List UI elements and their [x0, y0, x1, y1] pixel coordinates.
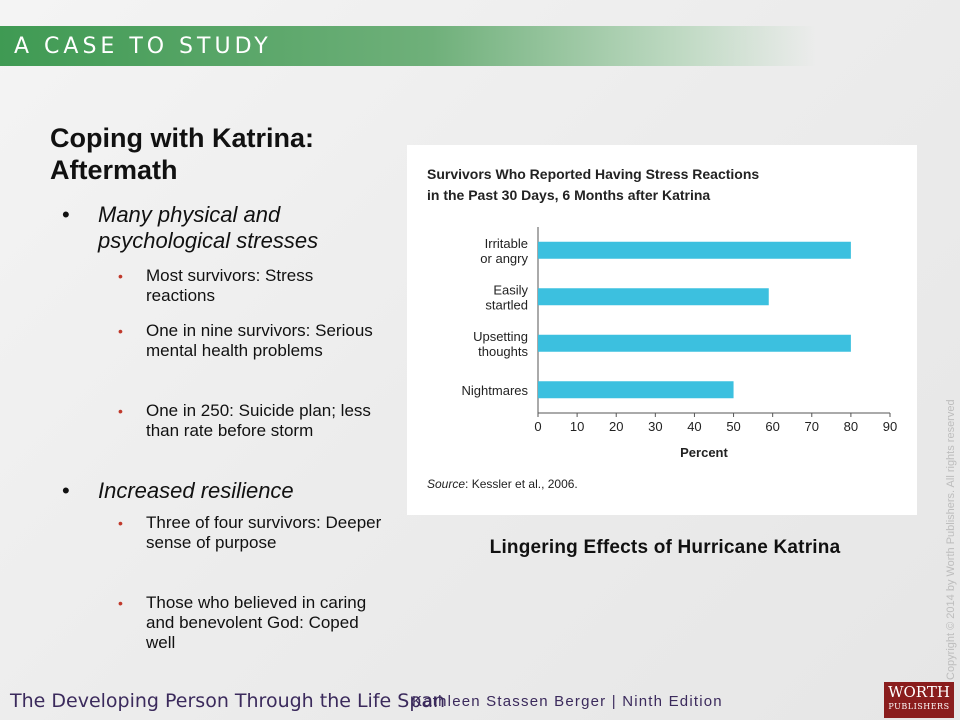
publisher-logo-line2: PUBLISHERS	[888, 702, 950, 711]
x-tick-label: 80	[844, 419, 858, 434]
sub-bullet-text: Three of four survivors: Deeper sense of…	[146, 513, 382, 552]
bullet-1-text: Many physical and psychological stresses	[98, 202, 319, 253]
x-tick-label: 70	[805, 419, 819, 434]
category-label: Upsetting	[473, 329, 528, 344]
footer-author: Kathleen Stassen Berger | Ninth Edition	[412, 693, 723, 710]
copyright-notice: Copyright © 2014 by Worth Publishers. Al…	[945, 399, 957, 680]
chart-caption: Lingering Effects of Hurricane Katrina	[489, 537, 841, 558]
category-label: Irritable	[485, 236, 528, 251]
x-tick-label: 90	[883, 419, 897, 434]
category-label: Nightmares	[462, 383, 529, 398]
footer-book-title: The Developing Person Through the Life S…	[10, 690, 446, 712]
bullet-dot: •	[118, 403, 123, 419]
bar-easily-startled	[538, 288, 769, 306]
bar-irritable-or-angry	[538, 241, 851, 259]
category-label: Easily	[493, 282, 528, 297]
header-banner: A CASE TO STUDY	[0, 26, 960, 66]
category-label: startled	[485, 297, 528, 312]
sub-bullet-text: One in 250: Suicide plan; less than rate…	[146, 401, 371, 440]
banner-title: A CASE TO STUDY	[14, 34, 272, 59]
sub-bullet-text: One in nine survivors: Serious mental he…	[146, 321, 373, 360]
sub-bullet-text: Those who believed in caring and benevol…	[146, 593, 367, 652]
x-tick-label: 30	[648, 419, 662, 434]
publisher-logo-line1: WORTH	[888, 683, 950, 701]
bullet-dot: •	[118, 268, 123, 284]
chart-panel: Survivors Who Reported Having Stress Rea…	[407, 145, 917, 515]
bullet-dot: •	[62, 478, 70, 503]
bar-upsetting-thoughts	[538, 334, 851, 352]
publisher-logo: WORTH PUBLISHERS	[884, 682, 954, 718]
bar-nightmares	[538, 381, 734, 399]
bullet-dot: •	[118, 595, 123, 611]
chart-source: Source: Kessler et al., 2006.	[427, 477, 578, 491]
chart-title-line2: in the Past 30 Days, 6 Months after Katr…	[427, 187, 710, 203]
chart-title-line1: Survivors Who Reported Having Stress Rea…	[427, 166, 759, 182]
bullet-dot: •	[118, 323, 123, 339]
x-tick-label: 50	[726, 419, 740, 434]
bullet-2-text: Increased resilience	[98, 478, 294, 503]
category-label: thoughts	[478, 344, 528, 359]
sub-bullet-text: Most survivors: Stress reactions	[146, 266, 314, 305]
bullet-dot: •	[62, 202, 70, 227]
slide-title: Coping with Katrina: Aftermath	[50, 123, 314, 185]
bar-chart: Survivors Who Reported Having Stress Rea…	[427, 166, 897, 491]
category-label: or angry	[480, 251, 528, 266]
x-axis-label: Percent	[680, 445, 728, 460]
bullet-dot: •	[118, 515, 123, 531]
x-tick-label: 20	[609, 419, 623, 434]
x-tick-label: 40	[687, 419, 701, 434]
x-tick-label: 10	[570, 419, 584, 434]
x-tick-label: 0	[534, 419, 541, 434]
x-tick-label: 60	[765, 419, 779, 434]
